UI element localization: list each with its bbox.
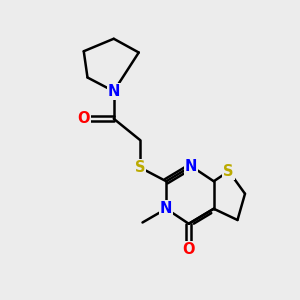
Text: N: N xyxy=(160,201,172,216)
Text: N: N xyxy=(108,84,120,99)
Text: N: N xyxy=(185,159,197,174)
Text: S: S xyxy=(135,160,145,175)
Text: O: O xyxy=(182,242,195,257)
Text: S: S xyxy=(224,164,234,179)
Text: O: O xyxy=(77,111,90,126)
